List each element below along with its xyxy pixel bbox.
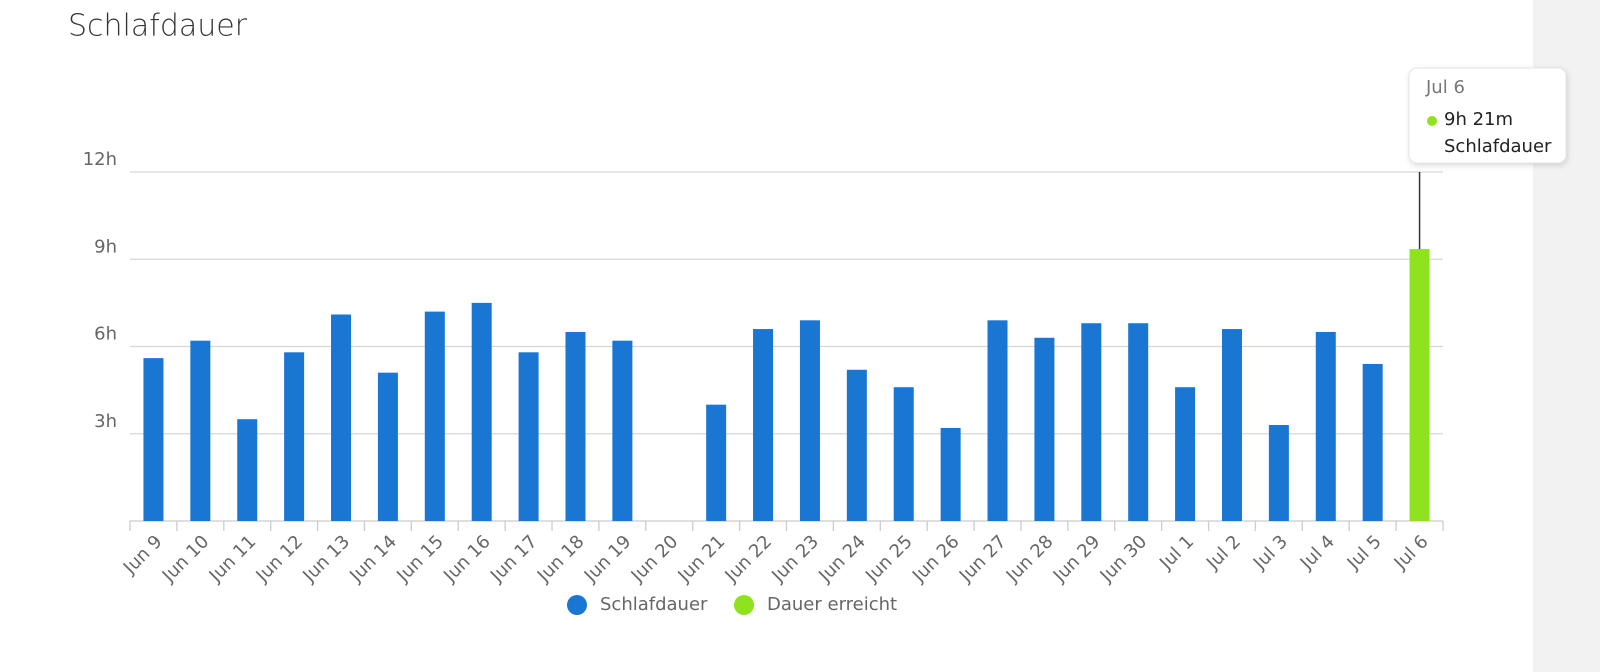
x-tick-label: Jun 12 [252, 531, 308, 587]
x-tick-label: Jun 25 [861, 531, 917, 587]
bar [377, 372, 398, 521]
bar [518, 352, 539, 521]
tooltip-box [1408, 67, 1567, 164]
legend-swatch [567, 595, 587, 615]
x-tick-label: Jun 14 [345, 531, 401, 587]
x-tick-label: Jul 2 [1202, 531, 1245, 574]
x-tick-label: Jul 1 [1155, 531, 1198, 574]
bar [846, 369, 867, 521]
bar [143, 358, 164, 521]
x-tick-label: Jun 27 [955, 531, 1011, 587]
legend-item: Dauer erreicht [734, 594, 897, 615]
x-tick-label: Jun 23 [767, 531, 823, 587]
bar [1128, 323, 1149, 521]
bar [940, 427, 961, 521]
x-tick-label: Jun 19 [580, 531, 636, 587]
x-tick-label: Jun 24 [814, 531, 870, 587]
x-tick-label: Jul 4 [1296, 531, 1339, 574]
bar [612, 340, 633, 521]
bar [799, 320, 820, 521]
bar [1315, 331, 1336, 521]
x-tick-label: Jun 15 [392, 531, 448, 587]
legend-swatch [734, 595, 754, 615]
bar [331, 314, 352, 521]
x-tick-label: Jun 13 [298, 531, 354, 587]
x-tick-label: Jun 10 [158, 531, 214, 587]
x-tick-label: Jun 30 [1096, 531, 1152, 587]
bar [1175, 387, 1196, 521]
y-tick-label: 6h [94, 324, 117, 345]
bar [284, 352, 305, 521]
x-tick-label: Jun 29 [1049, 531, 1105, 587]
bar [706, 404, 727, 521]
bar [1034, 337, 1055, 521]
tooltip-title: Jul 6 [1425, 77, 1465, 98]
bar [753, 329, 774, 521]
bar [471, 302, 492, 521]
x-tick-label: Jun 28 [1002, 531, 1058, 587]
legend-item: Schlafdauer [567, 594, 708, 615]
x-tick-label: Jul 6 [1390, 531, 1433, 574]
x-tick-label: Jun 11 [205, 531, 261, 587]
bar [1409, 249, 1430, 521]
bar [1221, 329, 1242, 521]
y-tick-label: 9h [94, 236, 117, 257]
x-tick-label: Jun 26 [908, 531, 964, 587]
bar [1362, 363, 1383, 521]
legend-label: Schlafdauer [600, 594, 708, 615]
bar [565, 331, 586, 521]
bar [1081, 323, 1102, 521]
tooltip: Jul 6 9h 21m Schlafdauer [1408, 67, 1567, 164]
x-tick-label: Jul 3 [1249, 531, 1292, 574]
x-tick-label: Jun 16 [439, 531, 495, 587]
x-tick-label: Jun 18 [533, 531, 589, 587]
x-tick-label: Jul 5 [1343, 531, 1386, 574]
y-tick-label: 12h [83, 149, 117, 170]
tooltip-value: 9h 21m [1444, 109, 1513, 130]
x-tick-label: Jun 20 [627, 531, 683, 587]
x-tick-label: Jun 17 [486, 531, 542, 587]
y-tick-label: 3h [94, 411, 117, 432]
bar [987, 320, 1008, 521]
x-tick-label: Jun 21 [674, 531, 730, 587]
chart-title: Schlafdauer [68, 9, 248, 44]
x-tick-label: Jun 22 [720, 531, 776, 587]
bar [237, 419, 258, 521]
bar [424, 311, 445, 521]
legend-label: Dauer erreicht [767, 594, 897, 615]
tooltip-series: Schlafdauer [1444, 136, 1552, 157]
bar [893, 387, 914, 521]
bar [190, 340, 211, 521]
tooltip-dot [1427, 116, 1437, 126]
bar [1268, 425, 1289, 521]
